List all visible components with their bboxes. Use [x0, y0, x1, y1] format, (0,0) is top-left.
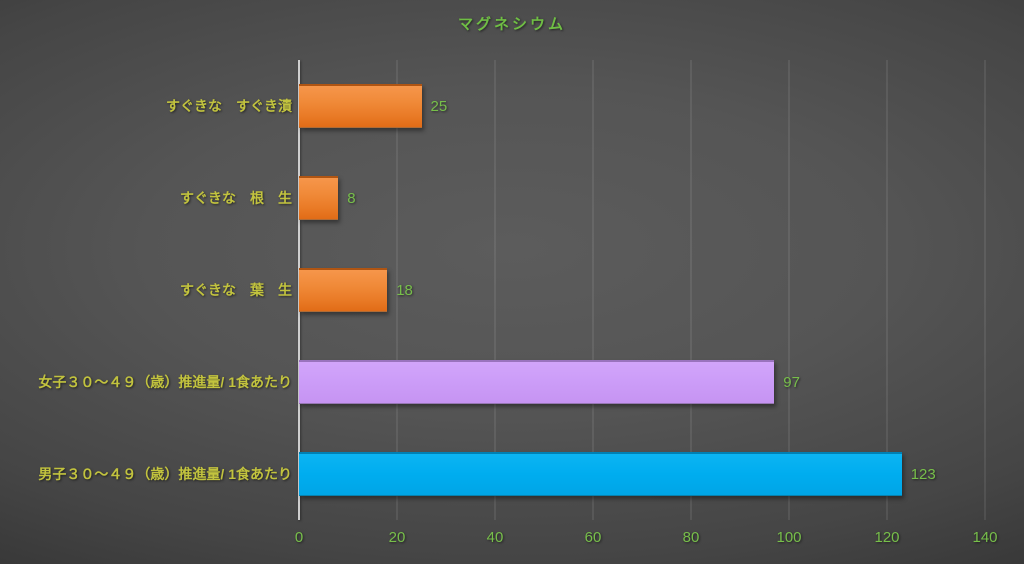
- category-label: すぐきな 葉 生: [180, 282, 292, 298]
- x-tick-label: 120: [874, 529, 900, 546]
- value-label: 25: [430, 97, 448, 115]
- gridline: [396, 60, 398, 520]
- bar-series: 25 8 18 97 123: [299, 60, 985, 520]
- category-label: 男子３０～４９（歳）推進量/ 1食あたり: [38, 466, 292, 482]
- chart-title: マグネシウム: [457, 16, 566, 33]
- category-label: すぐきな 根 生: [180, 190, 292, 206]
- bar-row: 123: [299, 428, 985, 520]
- bar-orange: [299, 176, 339, 220]
- value-label: 18: [396, 281, 413, 299]
- bar-purple: [299, 360, 775, 404]
- value-label: 97: [783, 373, 800, 391]
- x-tick-label: 80: [682, 529, 700, 546]
- x-tick-label: 40: [486, 529, 504, 546]
- gridline: [690, 60, 692, 520]
- x-tick-label: 60: [584, 529, 602, 546]
- gridline: [788, 60, 790, 520]
- x-tick-label: 0: [294, 529, 304, 546]
- gridline: [984, 60, 986, 520]
- plot-area: 25 8 18 97 123: [298, 60, 986, 520]
- x-tick-label: 140: [972, 529, 998, 546]
- value-label: 123: [910, 465, 936, 483]
- x-tick-label: 20: [388, 529, 406, 546]
- value-label: 8: [347, 189, 356, 207]
- bar-orange: [299, 84, 422, 128]
- gridline: [886, 60, 888, 520]
- bar-row: 25: [299, 60, 985, 152]
- x-tick-label: 100: [776, 529, 802, 546]
- bar-row: 8: [299, 152, 985, 244]
- bar-blue: [299, 452, 902, 496]
- category-axis: すぐきな すぐき漬すぐきな 根 生すぐきな 葉 生女子３０～４９（歳）推進量/ …: [0, 60, 292, 520]
- category-label: 女子３０～４９（歳）推進量/ 1食あたり: [38, 374, 292, 390]
- x-axis-ticks: 0 20 40 60 80 100 120 140: [295, 529, 998, 551]
- bar-orange: [299, 268, 388, 312]
- category-label: すぐきな すぐき漬: [166, 98, 292, 114]
- gridline: [494, 60, 496, 520]
- gridline: [592, 60, 594, 520]
- bar-row: 97: [299, 336, 985, 428]
- bar-row: 18: [299, 244, 985, 336]
